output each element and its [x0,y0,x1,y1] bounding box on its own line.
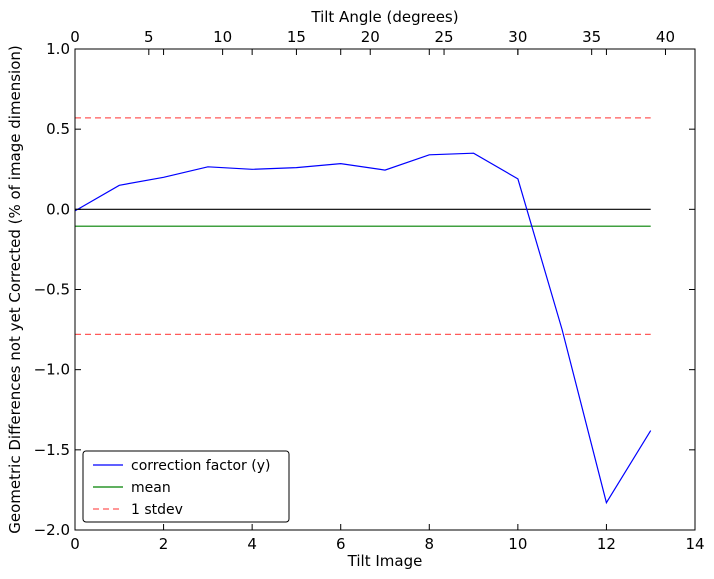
top-tick-label: 20 [361,28,380,46]
y-tick-label: −0.5 [34,281,70,299]
top-tick-label: 5 [144,28,154,46]
top-axis-title: Tilt Angle (degrees) [310,8,458,26]
legend-label: mean [131,480,171,496]
x-tick-label: 0 [70,535,80,553]
x-tick-label: 2 [159,535,169,553]
x-tick-label: 14 [685,535,704,553]
y-tick-label: 0.5 [46,120,70,138]
top-tick-label: 0 [70,28,80,46]
legend: correction factor (y) mean 1 stdev [82,450,290,523]
x-tick-label: 12 [597,535,616,553]
legend-box [82,450,290,523]
top-tick-label: 35 [582,28,601,46]
y-tick-label: −1.0 [34,361,70,379]
top-tick-label: 25 [435,28,454,46]
x-tick-label: 10 [508,535,527,553]
plot-lines [74,117,652,505]
y-tick-label: 1.0 [46,40,70,58]
x-tick-label: 4 [247,535,257,553]
y-tick-label: −2.0 [34,521,70,539]
ticks: 0 2 4 6 8 10 12 14 0 5 10 15 20 25 30 35 40 1.0 0.5 0.0 −0.5… [34,28,705,553]
x-tick-label: 8 [425,535,435,553]
correction-factor-line [74,152,652,505]
x-axis-title: Tilt Image [347,552,423,570]
top-tick-label: 10 [213,28,232,46]
y-tick-label: 0.0 [46,200,70,218]
x-tick-label: 6 [336,535,346,553]
top-tick-label: 40 [656,28,675,46]
top-tick-label: 15 [287,28,306,46]
top-tick-label: 30 [508,28,527,46]
y-axis-title: Geometric Differences not yet Corrected … [6,45,24,534]
legend-label: correction factor (y) [131,458,270,474]
y-tick-label: −1.5 [34,441,70,459]
legend-label: 1 stdev [131,502,183,518]
